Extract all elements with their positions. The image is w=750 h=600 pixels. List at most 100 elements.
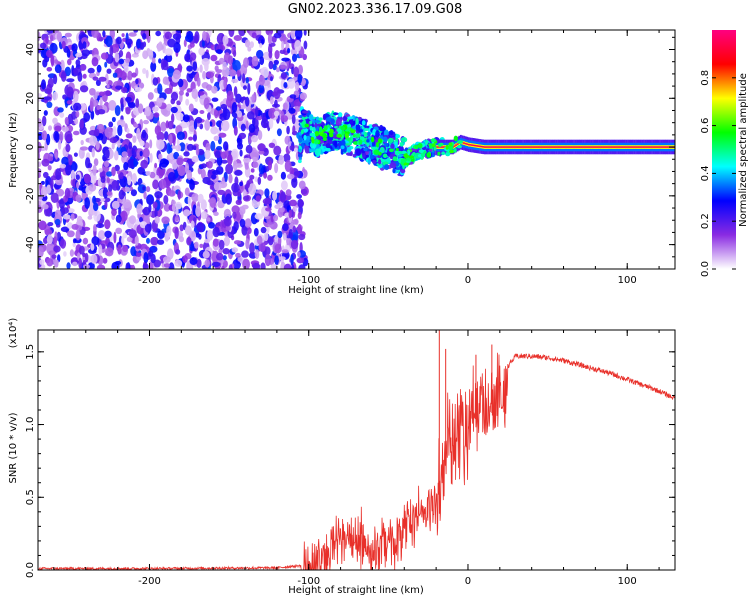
heatmap-cell xyxy=(641,146,644,148)
heatmap-cell xyxy=(309,125,313,131)
heatmap-cell xyxy=(485,146,488,148)
heatmap-cell xyxy=(347,116,354,120)
heatmap-cell xyxy=(245,238,250,250)
heatmap-cell xyxy=(342,115,348,122)
heatmap-cell xyxy=(92,76,99,81)
heatmap-cell xyxy=(314,131,319,137)
heatmap-cell xyxy=(584,146,586,148)
snr-background xyxy=(38,330,675,570)
heatmap-cell xyxy=(120,97,124,105)
heatmap-cell xyxy=(375,142,380,148)
heatmap-cell xyxy=(303,40,308,50)
heatmap-cell xyxy=(479,145,481,148)
heatmap-cell xyxy=(74,237,82,244)
heatmap-cell xyxy=(240,123,246,132)
heatmap-cell xyxy=(289,94,297,99)
heatmap-cell xyxy=(96,264,106,269)
heatmap-cell xyxy=(651,146,653,148)
heatmap-cell xyxy=(105,148,110,159)
heatmap-cell xyxy=(87,215,93,220)
heatmap-cell xyxy=(146,237,150,244)
heatmap-cell xyxy=(250,134,259,143)
heatmap-cell xyxy=(104,160,110,168)
heatmap-cell xyxy=(198,47,205,56)
heatmap-cell xyxy=(162,42,166,54)
heatmap-cell xyxy=(279,64,287,70)
heatmap-cell xyxy=(46,30,55,34)
heatmap-cell xyxy=(89,100,94,112)
heatmap-cell xyxy=(323,125,328,131)
heatmap-cell xyxy=(440,146,443,148)
heatmap-cell xyxy=(87,67,95,74)
heatmap-cell xyxy=(69,249,74,257)
heatmap-cell xyxy=(102,30,106,38)
heatmap-cell xyxy=(223,208,231,219)
heatmap-cell xyxy=(73,152,78,157)
heatmap-cell xyxy=(39,259,45,265)
heatmap-cell xyxy=(196,258,202,268)
heatmap-cell xyxy=(270,76,273,82)
heatmap-cell xyxy=(231,102,238,113)
heatmap-cell xyxy=(488,146,491,148)
heatmap-cell xyxy=(176,30,183,34)
heatmap-cell xyxy=(214,150,221,159)
heatmap-cell xyxy=(544,146,547,148)
heatmap-cell xyxy=(104,127,113,138)
heatmap-cell xyxy=(111,166,116,177)
heatmap-cell xyxy=(363,131,367,138)
heatmap-cell xyxy=(125,57,130,64)
heatmap-cell xyxy=(538,146,540,148)
heatmap-cell xyxy=(215,252,224,261)
heatmap-cell xyxy=(260,118,269,129)
x-tick-label: -200 xyxy=(138,275,161,286)
heatmap-cell xyxy=(220,103,228,110)
heatmap-cell xyxy=(93,158,99,167)
heatmap-cell xyxy=(630,146,633,148)
heatmap-cell xyxy=(363,127,369,132)
heatmap-cell xyxy=(399,141,404,147)
heatmap-cell xyxy=(102,197,111,203)
heatmap-cell xyxy=(114,150,119,161)
heatmap-cell xyxy=(268,107,276,119)
heatmap-cell xyxy=(177,165,186,177)
heatmap-cell xyxy=(383,142,389,147)
heatmap-cell xyxy=(471,144,473,146)
heatmap-cell xyxy=(108,121,114,128)
heatmap-cell xyxy=(106,171,113,177)
heatmap-cell xyxy=(278,154,285,165)
heatmap-cell xyxy=(568,146,571,148)
heatmap-cell xyxy=(370,136,375,143)
heatmap-cell xyxy=(59,163,67,169)
heatmap-cell xyxy=(243,57,249,68)
heatmap-cell xyxy=(457,145,462,149)
heatmap-cell xyxy=(233,221,239,232)
heatmap-cell xyxy=(171,113,175,123)
heatmap-cell xyxy=(233,86,238,97)
snr-panel: -200 -100 0 100 0.0 0.5 1.0 1.5 Height of strai… xyxy=(8,318,676,596)
heatmap-cell xyxy=(273,32,282,39)
heatmap-cell xyxy=(176,157,184,166)
heatmap-cell xyxy=(211,97,219,102)
heatmap-cell xyxy=(442,146,445,148)
heatmap-cell xyxy=(188,120,196,132)
heatmap-cell xyxy=(232,160,238,171)
heatmap-cell xyxy=(195,146,200,156)
heatmap-cell xyxy=(203,97,210,110)
heatmap-cell xyxy=(333,112,339,116)
heatmap-cell xyxy=(261,39,265,44)
heatmap-cell xyxy=(211,85,218,94)
heatmap-cell xyxy=(115,85,123,90)
heatmap-cell xyxy=(109,137,118,144)
heatmap-cell xyxy=(269,96,274,105)
heatmap-cell xyxy=(78,185,84,191)
spectrogram-cells xyxy=(38,30,675,269)
heatmap-cell xyxy=(56,31,63,43)
heatmap-cell xyxy=(636,146,639,148)
heatmap-cell xyxy=(111,208,117,216)
heatmap-cell xyxy=(480,145,483,148)
heatmap-cell xyxy=(204,238,211,244)
heatmap-cell xyxy=(300,188,308,195)
heatmap-cell xyxy=(122,245,128,253)
heatmap-cell xyxy=(264,254,271,267)
heatmap-cell xyxy=(204,61,209,72)
